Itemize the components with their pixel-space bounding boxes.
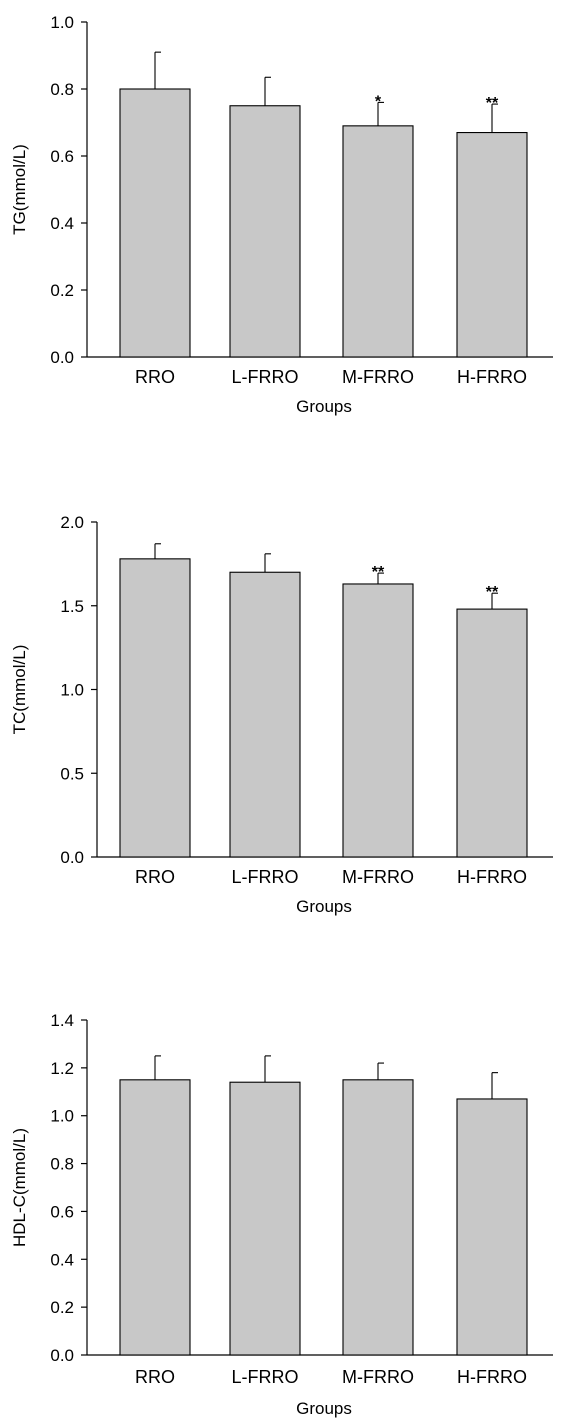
y-tick-label: 1.0 xyxy=(60,681,84,700)
y-tick-label: 0.4 xyxy=(50,1250,74,1269)
y-tick-label: 0.8 xyxy=(50,1155,74,1174)
bar-h-frro xyxy=(456,608,528,858)
x-category-label: L-FRRO xyxy=(232,867,299,887)
y-tick-label: 0.5 xyxy=(60,764,84,783)
y-tick-label: 0.4 xyxy=(50,214,74,233)
significance-marker: * xyxy=(375,93,382,110)
y-tick-label: 1.2 xyxy=(50,1059,74,1078)
significance-marker: ** xyxy=(486,95,499,112)
x-category-label: L-FRRO xyxy=(232,367,299,387)
bar-rro xyxy=(119,1079,191,1356)
significance-marker: ** xyxy=(486,584,499,601)
y-axis-title: TG(mmol/L) xyxy=(10,144,29,235)
x-category-label: L-FRRO xyxy=(232,1367,299,1387)
significance-marker: ** xyxy=(372,564,385,581)
y-tick-label: 0.6 xyxy=(50,1202,74,1221)
x-category-label: H-FRRO xyxy=(457,367,527,387)
bar-h-frro xyxy=(456,1098,528,1356)
bar-m-frro xyxy=(342,583,414,858)
x-category-label: H-FRRO xyxy=(457,867,527,887)
x-axis-title: Groups xyxy=(296,897,352,916)
bar-l-frro xyxy=(229,1081,301,1356)
x-category-label: RRO xyxy=(135,1367,175,1387)
y-axis-title: TC(mmol/L) xyxy=(10,645,29,735)
y-tick-label: 0.0 xyxy=(60,848,84,867)
y-tick-label: 0.8 xyxy=(50,80,74,99)
x-category-label: RRO xyxy=(135,867,175,887)
y-tick-label: 0.2 xyxy=(50,281,74,300)
bar-h-frro xyxy=(456,132,528,358)
y-tick-label: 0.6 xyxy=(50,147,74,166)
bar-m-frro xyxy=(342,125,414,358)
y-tick-label: 0.0 xyxy=(50,348,74,367)
y-tick-label: 0.0 xyxy=(50,1346,74,1365)
y-tick-label: 1.5 xyxy=(60,597,84,616)
bar-l-frro xyxy=(229,571,301,858)
y-tick-label: 1.0 xyxy=(50,13,74,32)
y-axis-title: HDL-C(mmol/L) xyxy=(10,1128,29,1247)
x-category-label: M-FRRO xyxy=(342,367,414,387)
x-axis-title: Groups xyxy=(296,397,352,416)
x-category-label: M-FRRO xyxy=(342,867,414,887)
y-tick-label: 2.0 xyxy=(60,513,84,532)
chart-tc: 0.0 0.5 1.0 1.5 2.0 TC(mmol/L) RRO L-FRRO ** M-FR… xyxy=(10,513,553,916)
chart-tg: 0.0 0.2 0.4 0.6 0.8 1.0 TG(mmol/L) RRO L-FRRO * M-… xyxy=(10,13,553,416)
x-axis-title: Groups xyxy=(296,1399,352,1418)
bar-rro xyxy=(119,88,191,358)
bar-l-frro xyxy=(229,105,301,358)
y-tick-label: 0.2 xyxy=(50,1298,74,1317)
x-category-label: H-FRRO xyxy=(457,1367,527,1387)
chart-hdl-c: 0.0 0.2 0.4 0.6 0.8 1.0 1.2 1.4 HDL-C(mmol/L) RRO… xyxy=(10,1011,553,1418)
y-tick-label: 1.4 xyxy=(50,1011,74,1030)
bar-rro xyxy=(119,558,191,858)
y-tick-label: 1.0 xyxy=(50,1107,74,1126)
x-category-label: RRO xyxy=(135,367,175,387)
x-category-label: M-FRRO xyxy=(342,1367,414,1387)
bar-m-frro xyxy=(342,1079,414,1356)
